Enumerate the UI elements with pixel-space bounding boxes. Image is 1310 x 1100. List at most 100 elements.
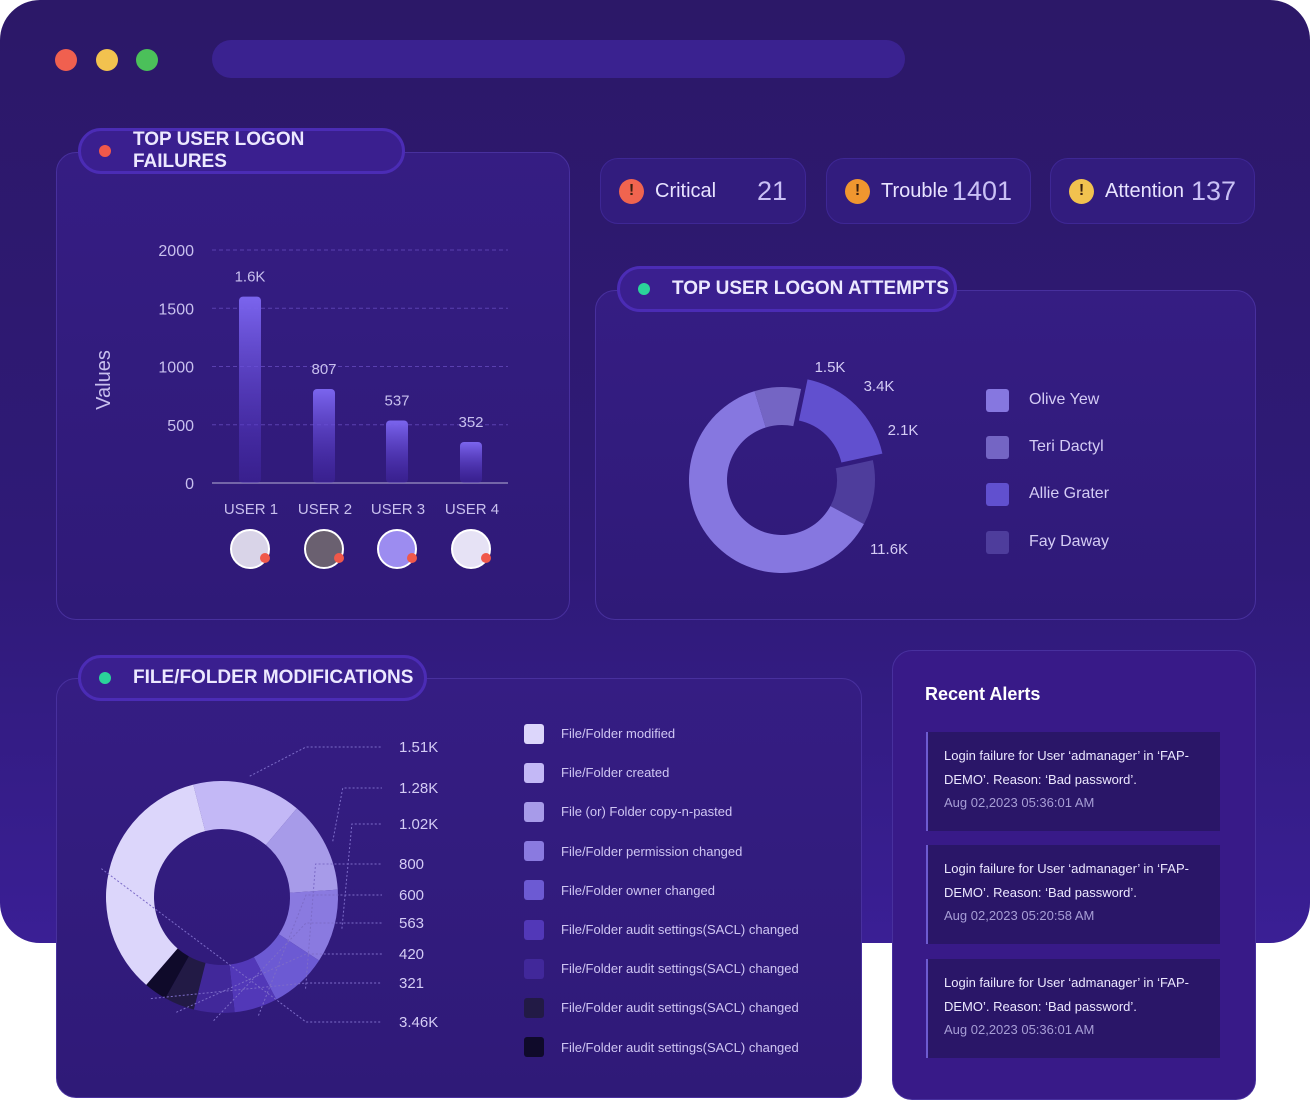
file-modifications-panel [56,678,862,1098]
address-bar[interactable] [212,40,905,78]
status-label: Trouble [881,179,949,202]
legend-swatch [524,919,544,940]
legend-item[interactable]: File/Folder modified [524,714,799,753]
data-label: 563 [399,915,424,932]
user-avatar [230,529,270,569]
x-tick-label: USER 4 [445,501,499,518]
status-dot [638,283,650,295]
user-avatar [451,529,491,569]
status-dot [99,145,111,157]
legend-label: File/Folder created [561,765,670,781]
donut-slice [193,781,297,846]
x-tick-label: USER 1 [224,501,278,518]
legend-label: File/Folder modified [561,726,676,742]
alert-item[interactable]: Login failure for User ‘admanager’ in ‘F… [926,845,1220,944]
recent-alerts-title: Recent Alerts [925,684,1041,704]
data-label: 1.02K [399,816,438,833]
leader-line [249,746,382,777]
legend-label: File (or) Folder copy-n-pasted [561,804,733,820]
panel-title: FILE/FOLDER MODIFICATIONS [133,667,414,688]
y-tick-label: 1000 [158,360,194,377]
alert-time: Aug 02,2023 05:20:58 AM [944,908,1095,923]
legend-item[interactable]: File/Folder audit settings(SACL) changed [524,949,799,988]
logon-attempts-title: TOP USER LOGON ATTEMPTS [617,266,957,312]
data-label: 807 [311,361,336,378]
legend-label: File/Folder audit settings(SACL) changed [561,1039,799,1055]
exclamation-icon: ! [845,178,870,204]
legend-item[interactable]: File/Folder permission changed [524,832,799,871]
donut-slice [193,962,235,1013]
donut-slice [830,460,875,525]
close-button[interactable] [55,49,77,71]
legend-item[interactable]: File/Folder audit settings(SACL) changed [524,988,799,1027]
alert-time: Aug 02,2023 05:36:01 AM [944,1022,1095,1037]
donut-slice [688,391,864,573]
y-tick-label: 2000 [158,243,194,260]
attempts-legend: Olive Yew Teri Dactyl Allie Grater Fay Dawa… [986,376,1109,566]
status-trouble[interactable]: ! Trouble 1401 [826,158,1031,224]
alert-badge-icon [334,553,344,563]
files-legend: File/Folder modified File/Folder created F… [524,714,799,1067]
status-label: Critical [655,179,717,202]
status-value: 21 [756,175,787,206]
donut-slice [278,889,338,961]
data-label: 3.4K [864,378,895,395]
user-avatar [304,529,344,569]
leader-line [100,868,382,1023]
donut-slice [146,948,189,999]
panel-title: TOP USER LOGON ATTEMPTS [672,278,949,299]
legend-item[interactable]: File/Folder audit settings(SACL) changed [524,1028,799,1067]
legend-label: File/Folder audit settings(SACL) changed [561,922,799,938]
bar [239,296,261,483]
status-critical[interactable]: ! Critical 21 [600,158,806,224]
alert-item[interactable]: Login failure for User ‘admanager’ in ‘F… [926,959,1220,1058]
legend-swatch [986,388,1009,412]
legend-swatch [524,997,544,1018]
donut-slice [253,934,320,1000]
legend-item[interactable]: Fay Daway [986,518,1109,566]
data-label: 1.6K [235,269,266,286]
leader-line [213,922,382,1022]
data-label: 1.28K [399,780,438,797]
legend-swatch [524,880,544,901]
status-attention[interactable]: ! Attention 137 [1050,158,1255,224]
legend-item[interactable]: File/Folder audit settings(SACL) changed [524,910,799,949]
minimize-button[interactable] [96,49,118,71]
legend-item[interactable]: File/Folder owner changed [524,871,799,910]
legend-label: Teri Dactyl [1029,438,1104,455]
exclamation-icon: ! [1069,178,1094,204]
legend-label: File/Folder owner changed [561,882,715,898]
data-label: 537 [384,392,409,409]
legend-label: File/Folder audit settings(SACL) changed [561,961,799,977]
donut-slice [106,784,206,985]
leader-line [305,863,382,989]
legend-swatch [524,762,544,783]
status-label: Attention [1105,179,1184,202]
donut-slice [754,387,802,428]
data-label: 1.51K [399,739,438,756]
alert-time: Aug 02,2023 05:36:01 AM [944,795,1095,810]
y-tick-label: 500 [167,418,194,435]
legend-label: File/Folder permission changed [561,843,743,859]
legend-swatch [986,435,1009,459]
file-modifications-donut: 1.51K 1.28K 1.02K 800 600 563 420 321 3.46K [100,739,438,1031]
maximize-button[interactable] [136,49,158,71]
legend-item[interactable]: Teri Dactyl [986,424,1109,470]
legend-item[interactable]: Olive Yew [986,376,1109,424]
alert-item[interactable]: Login failure for User ‘admanager’ in ‘F… [926,732,1220,831]
exclamation-icon: ! [619,178,644,204]
legend-label: Allie Grater [1029,485,1110,502]
bar-chart: 0 500 1000 1500 2000 Values 1.6K USER 1 807 USER … [93,243,508,569]
leader-line [258,894,382,1016]
data-label: 600 [399,887,424,904]
legend-swatch [986,482,1009,506]
legend-swatch [524,723,544,744]
leader-line [332,787,382,842]
data-label: 3.46K [399,1014,438,1031]
y-axis-label: Values [93,350,115,410]
legend-item[interactable]: Allie Grater [986,470,1109,518]
legend-item[interactable]: File (or) Folder copy-n-pasted [524,792,799,831]
data-label: 800 [399,856,424,873]
data-label: 11.6K [870,541,908,558]
legend-item[interactable]: File/Folder created [524,753,799,792]
